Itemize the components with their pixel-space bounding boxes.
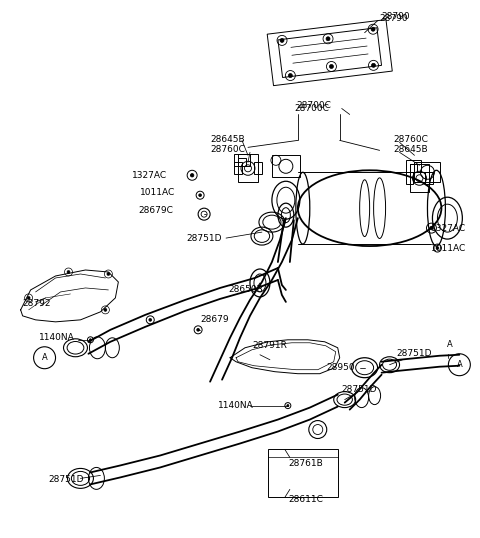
Text: 28760C: 28760C [394,135,429,144]
Bar [406,160,421,172]
Text: 28792: 28792 [23,300,51,308]
Circle shape [89,339,92,341]
Text: 28791R: 28791R [252,341,287,350]
Text: A: A [456,360,462,369]
Bar [415,162,441,182]
Circle shape [329,65,334,68]
Circle shape [149,318,152,321]
Circle shape [27,296,30,300]
Circle shape [197,328,200,331]
Circle shape [191,174,194,177]
Bar [254,162,262,174]
Bar [268,449,338,497]
Bar [238,154,258,182]
Text: 1140NA: 1140NA [38,334,74,342]
Text: 28645B: 28645B [394,145,428,154]
Text: 28611C: 28611C [288,495,323,504]
Text: 1011AC: 1011AC [140,188,176,197]
Circle shape [436,246,439,250]
Circle shape [280,38,284,43]
Text: 28679C: 28679C [138,206,173,215]
Text: A: A [446,340,452,349]
Circle shape [372,63,375,67]
Bar [409,164,418,172]
Text: 28760C: 28760C [210,145,245,154]
Text: 1011AC: 1011AC [432,244,467,252]
Text: 28650B: 28650B [228,286,263,294]
Circle shape [104,308,107,312]
Text: 28700C: 28700C [295,104,330,113]
Text: 28645B: 28645B [210,135,245,144]
Text: 1327AC: 1327AC [132,171,168,180]
Bar [234,154,250,166]
Text: A: A [42,353,48,362]
Bar [238,158,246,166]
Text: 28950: 28950 [326,363,355,372]
Bar [425,172,433,184]
Text: 1140NA: 1140NA [218,401,254,410]
Text: 28700C: 28700C [297,101,332,110]
Circle shape [67,271,70,273]
Circle shape [371,27,375,31]
Bar [234,162,242,174]
Circle shape [287,405,289,407]
Bar [272,155,300,177]
Text: 28751D: 28751D [342,385,377,394]
Bar [406,172,413,184]
Circle shape [288,74,292,77]
Circle shape [430,226,433,230]
Text: 28751D: 28751D [396,349,432,358]
Text: 28790: 28790 [382,12,410,21]
Text: 28790: 28790 [380,14,408,23]
Text: 28751D: 28751D [186,233,222,243]
Text: 1327AC: 1327AC [432,224,467,232]
Text: 28679: 28679 [200,315,229,324]
Bar [409,164,430,192]
Text: 28751D: 28751D [48,475,84,484]
Circle shape [326,37,330,41]
Text: 28761B: 28761B [288,459,323,468]
Circle shape [107,272,110,275]
Circle shape [199,194,202,196]
